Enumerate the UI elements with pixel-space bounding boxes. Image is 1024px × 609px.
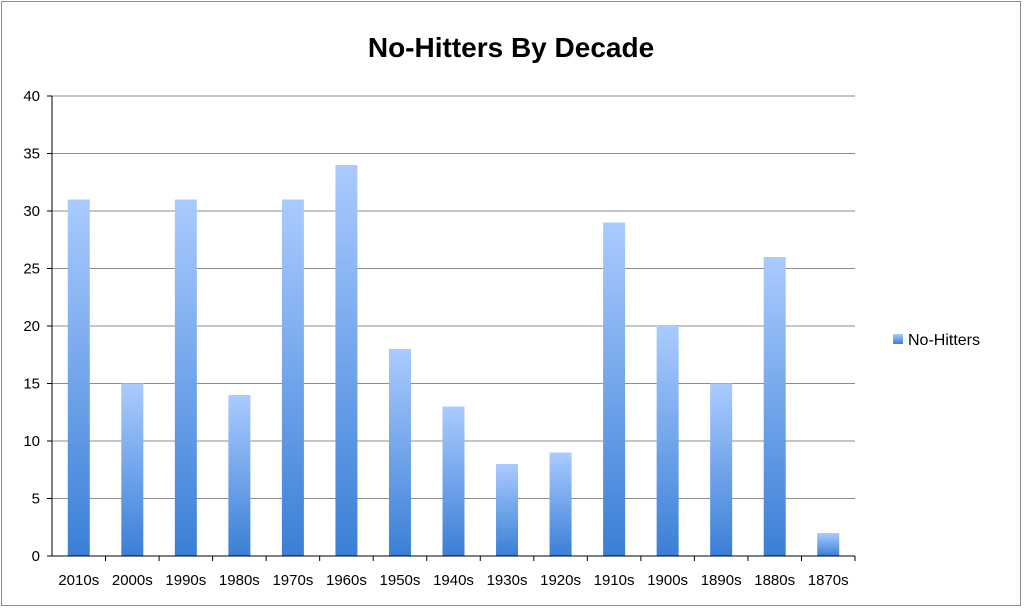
bar-1950s [388,349,411,556]
bar-2010s [67,199,90,556]
x-tick-label: 1880s [754,572,795,589]
bar-1920s [549,452,572,556]
x-tick-label: 1870s [808,572,849,589]
bar-1960s [335,165,358,556]
bar-2000s [121,383,144,556]
legend-label: No-Hitters [908,332,980,349]
x-tick-label: 1980s [219,572,260,589]
x-tick-label: 1890s [701,572,742,589]
y-tick-label: 25 [23,261,40,278]
x-tick-label: 1920s [540,572,581,589]
bars [67,165,840,556]
bar-1900s [656,326,679,556]
legend-swatch [893,334,903,344]
x-tick-label: 1930s [487,572,528,589]
bar-1870s [817,533,840,556]
bar-1990s [174,199,197,556]
x-axis-ticks: 2010s 2000s 1990s 1980s 1970s 1960s 1950s 1940s… [58,556,856,589]
bar-1970s [281,199,304,556]
bar-1940s [442,406,465,556]
y-tick-label: 20 [23,318,40,335]
x-tick-label: 1910s [594,572,635,589]
y-tick-label: 0 [32,548,40,565]
bar-1980s [228,395,251,556]
bar-1910s [603,222,626,556]
bar-1930s [496,464,519,556]
x-tick-label: 1990s [165,572,206,589]
x-tick-label: 2010s [58,572,99,589]
y-tick-label: 30 [23,203,40,220]
chart-title: No-Hitters By Decade [368,32,654,63]
y-tick-label: 40 [23,88,40,105]
x-tick-label: 1900s [647,572,688,589]
x-tick-label: 1950s [380,572,421,589]
bar-1890s [710,383,733,556]
y-tick-label: 35 [23,146,40,163]
x-tick-label: 1960s [326,572,367,589]
x-tick-label: 1940s [433,572,474,589]
y-axis-ticks: 0 5 10 15 20 25 30 35 40 [23,88,52,565]
y-tick-label: 15 [23,376,40,393]
y-tick-label: 10 [23,433,40,450]
y-tick-label: 5 [32,491,40,508]
x-tick-label: 1970s [272,572,313,589]
x-tick-label: 2000s [112,572,153,589]
legend: No-Hitters [893,332,980,349]
bar-1880s [763,257,786,556]
